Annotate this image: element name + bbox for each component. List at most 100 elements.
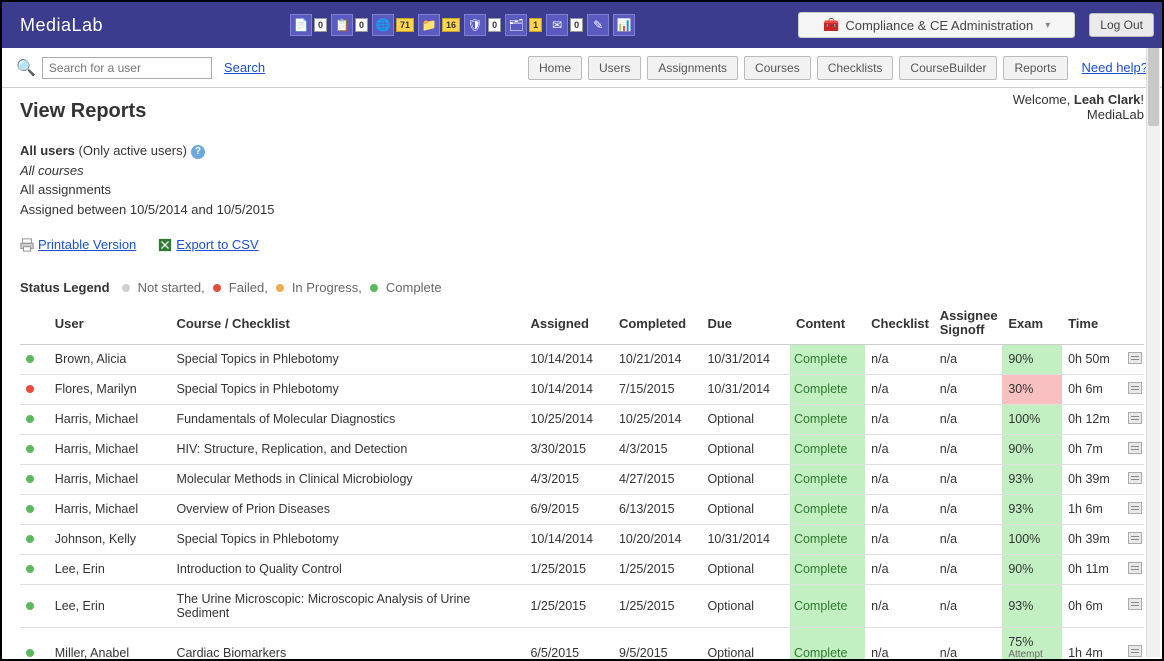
shield-icon: 🛡 xyxy=(464,14,486,36)
toolbar-badge: 0 xyxy=(314,18,327,32)
status-cell xyxy=(20,374,49,404)
toolbar-badge: 71 xyxy=(396,18,414,32)
due-cell: Optional xyxy=(701,494,790,524)
status-cell xyxy=(20,627,49,659)
printer-icon xyxy=(20,238,34,252)
due-cell: 10/31/2014 xyxy=(701,374,790,404)
time-cell: 1h 6m xyxy=(1062,494,1122,524)
table-row: Lee, ErinIntroduction to Quality Control… xyxy=(20,554,1144,584)
need-help-link[interactable]: Need help? xyxy=(1082,60,1149,75)
table-row: Harris, MichaelMolecular Methods in Clin… xyxy=(20,464,1144,494)
card-icon: 🗂 xyxy=(505,14,527,36)
row-action-icon[interactable] xyxy=(1128,532,1142,544)
search-area: 🔍 Search xyxy=(16,57,265,79)
toolbar-badge: 16 xyxy=(442,18,460,32)
assigned-cell: 10/25/2014 xyxy=(524,404,613,434)
folder-icon: 📁 xyxy=(418,14,440,36)
col-content: Content xyxy=(790,303,865,344)
search-input[interactable] xyxy=(42,57,212,79)
toolbar-item-9[interactable]: 📊 xyxy=(613,14,635,36)
content-cell: Complete xyxy=(790,524,865,554)
toolbar-item-4[interactable]: 📁16 xyxy=(418,14,460,36)
notes-icon: 📋 xyxy=(331,14,353,36)
assigned-cell: 6/9/2015 xyxy=(524,494,613,524)
status-dot-icon xyxy=(26,475,34,483)
user-cell: Lee, Erin xyxy=(49,554,171,584)
time-cell: 0h 7m xyxy=(1062,434,1122,464)
due-cell: 10/31/2014 xyxy=(701,344,790,374)
nav-users[interactable]: Users xyxy=(588,56,641,80)
toolbar-item-6[interactable]: 🗂1 xyxy=(505,14,542,36)
nav-assignments[interactable]: Assignments xyxy=(647,56,738,80)
assigned-cell: 1/25/2015 xyxy=(524,554,613,584)
row-action-icon[interactable] xyxy=(1128,645,1142,657)
filter-line3: All assignments xyxy=(20,180,1144,200)
time-cell: 0h 6m xyxy=(1062,584,1122,627)
row-action-icon[interactable] xyxy=(1128,412,1142,424)
table-row: Lee, ErinThe Urine Microscopic: Microsco… xyxy=(20,584,1144,627)
assigned-cell: 1/25/2015 xyxy=(524,584,613,627)
row-action-icon[interactable] xyxy=(1128,562,1142,574)
filter-line4: Assigned between 10/5/2014 and 10/5/2015 xyxy=(20,200,1144,220)
status-dot-icon xyxy=(26,355,34,363)
status-cell xyxy=(20,464,49,494)
action-cell xyxy=(1122,374,1144,404)
exam-cell: 93% xyxy=(1002,464,1062,494)
help-icon[interactable]: ? xyxy=(191,145,205,159)
export-links: Printable Version Export to CSV xyxy=(20,237,1144,252)
export-csv-link[interactable]: Export to CSV xyxy=(158,237,258,252)
printable-version-link[interactable]: Printable Version xyxy=(20,237,136,252)
logout-button[interactable]: Log Out xyxy=(1089,13,1154,37)
course-cell: Overview of Prion Diseases xyxy=(170,494,524,524)
toolbar-item-3[interactable]: 🌐71 xyxy=(372,14,414,36)
filter-line2: All courses xyxy=(20,161,1144,181)
status-dot-icon xyxy=(26,505,34,513)
content-cell: Complete xyxy=(790,627,865,659)
export-csv-label: Export to CSV xyxy=(176,237,258,252)
user-cell: Lee, Erin xyxy=(49,584,171,627)
due-cell: Optional xyxy=(701,584,790,627)
course-cell: The Urine Microscopic: Microscopic Analy… xyxy=(170,584,524,627)
completed-cell: 7/15/2015 xyxy=(613,374,702,404)
col-action xyxy=(1122,303,1144,344)
filter-line1-rest: (Only active users) xyxy=(75,143,187,158)
row-action-icon[interactable] xyxy=(1128,472,1142,484)
row-action-icon[interactable] xyxy=(1128,442,1142,454)
course-cell: Cardiac Biomarkers xyxy=(170,627,524,659)
row-action-icon[interactable] xyxy=(1128,382,1142,394)
nav-reports[interactable]: Reports xyxy=(1003,56,1067,80)
nav-home[interactable]: Home xyxy=(528,56,582,80)
completed-cell: 10/25/2014 xyxy=(613,404,702,434)
search-link[interactable]: Search xyxy=(224,60,265,75)
sub-bar: 🔍 Search Home Users Assignments Courses … xyxy=(2,48,1162,88)
due-cell: Optional xyxy=(701,554,790,584)
toolbar-item-7[interactable]: ✉0 xyxy=(546,14,583,36)
toolbar-item-1[interactable]: 📄0 xyxy=(290,14,327,36)
col-checklist: Checklist xyxy=(865,303,934,344)
col-time: Time xyxy=(1062,303,1122,344)
welcome-suffix: ! xyxy=(1140,92,1144,107)
toolbar-badge: 0 xyxy=(570,18,583,32)
toolbar-item-5[interactable]: 🛡0 xyxy=(464,14,501,36)
time-cell: 0h 12m xyxy=(1062,404,1122,434)
excel-icon xyxy=(158,238,172,252)
admin-section-dropdown[interactable]: 🧰 Compliance & CE Administration xyxy=(798,12,1075,38)
status-dot-icon xyxy=(26,602,34,610)
toolbar-item-8[interactable]: ✎ xyxy=(587,14,609,36)
status-dot-icon xyxy=(26,535,34,543)
nav-checklists[interactable]: Checklists xyxy=(817,56,894,80)
row-action-icon[interactable] xyxy=(1128,352,1142,364)
completed-cell: 1/25/2015 xyxy=(613,554,702,584)
user-cell: Johnson, Kelly xyxy=(49,524,171,554)
status-legend: Status Legend Not started, Failed, In Pr… xyxy=(20,280,1144,295)
filter-summary: All users (Only active users)? All cours… xyxy=(20,141,1144,219)
nav-coursebuilder[interactable]: CourseBuilder xyxy=(899,56,997,80)
exam-cell: 90% xyxy=(1002,554,1062,584)
row-action-icon[interactable] xyxy=(1128,502,1142,514)
toolbar-item-2[interactable]: 📋0 xyxy=(331,14,368,36)
signoff-cell: n/a xyxy=(934,344,1003,374)
row-action-icon[interactable] xyxy=(1128,598,1142,610)
content-cell: Complete xyxy=(790,584,865,627)
table-header-row: User Course / Checklist Assigned Complet… xyxy=(20,303,1144,344)
nav-courses[interactable]: Courses xyxy=(744,56,811,80)
